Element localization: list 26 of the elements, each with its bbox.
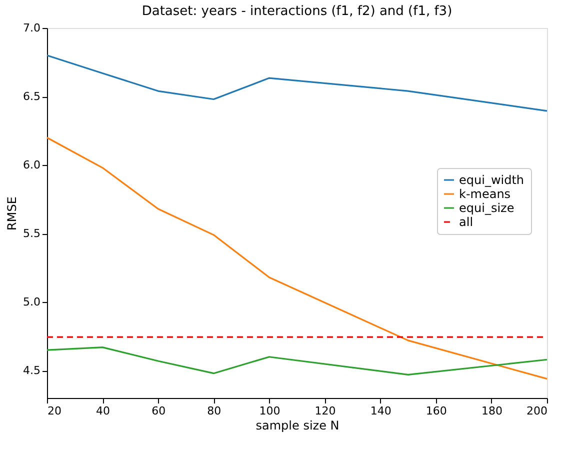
y-axis-title: RMSE xyxy=(5,196,20,230)
x-tick-label: 20 xyxy=(48,404,62,418)
y-tick-label: 6.0 xyxy=(23,158,40,172)
legend-label: k-means xyxy=(459,187,511,201)
x-axis-title: sample size N xyxy=(256,418,340,432)
chart-title: Dataset: years - interactions (f1, f2) and (f1, f3) xyxy=(142,4,452,19)
y-tick-label: 5.5 xyxy=(23,227,40,240)
x-tick-label: 180 xyxy=(481,404,502,418)
x-tick-label: 200 xyxy=(526,404,548,418)
legend-label: equi_size xyxy=(459,201,514,215)
x-tick-label: 140 xyxy=(370,404,392,418)
x-tick-label: 60 xyxy=(152,404,166,418)
x-tick-label: 80 xyxy=(207,404,222,418)
y-tick-label: 5.0 xyxy=(23,296,40,309)
legend-label: all xyxy=(459,215,474,229)
y-tick-label: 6.5 xyxy=(23,90,40,104)
line-series xyxy=(46,346,548,376)
y-tick-label: 4.5 xyxy=(23,364,40,378)
x-tick-label: 120 xyxy=(314,404,336,418)
x-tick-label: 160 xyxy=(426,404,447,418)
x-tick-label: 100 xyxy=(259,404,280,418)
x-tick-label: 40 xyxy=(96,404,110,418)
legend-label: equi_width xyxy=(459,173,524,187)
line-series xyxy=(46,136,548,380)
line-series xyxy=(46,54,548,112)
y-tick-label: 7.0 xyxy=(23,22,40,34)
